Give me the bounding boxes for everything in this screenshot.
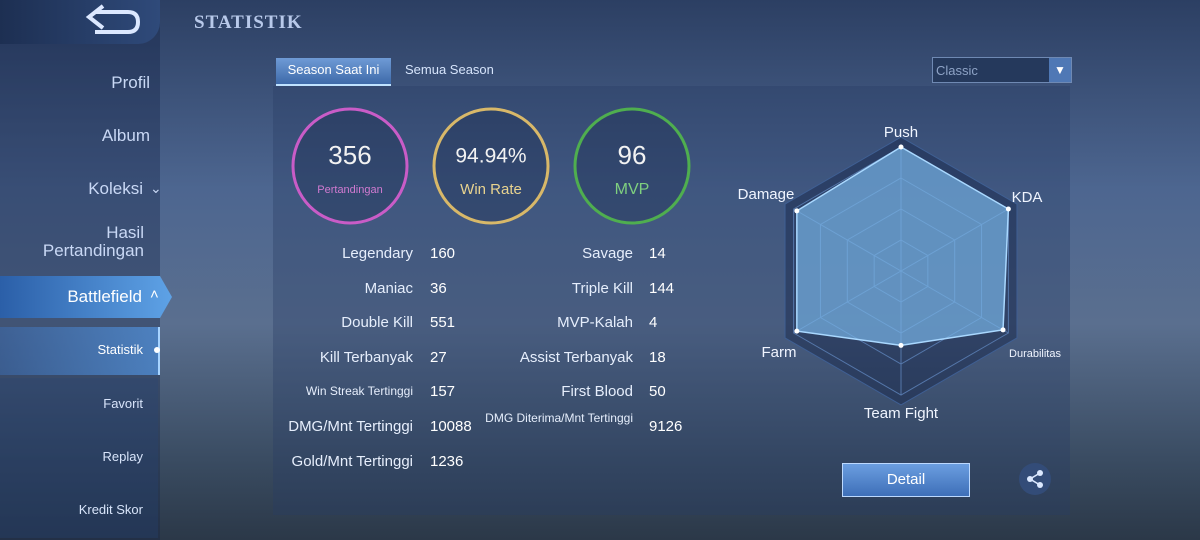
stat-label: Maniac [364,279,413,297]
dropdown-value: Classic [936,63,978,78]
menu-item[interactable]: Profil [111,73,150,92]
stat-label: Kill Terbanyak [319,348,413,366]
back-icon [85,4,141,34]
active-subitem[interactable] [0,327,160,375]
stat-label: DMG Diterima/Mnt Tertinggi [485,411,633,425]
menu-item[interactable]: Hasil Pertandingan [0,224,144,260]
stat-value: 551 [430,314,456,332]
radar-vertex [898,144,904,150]
radar-vertex [1005,206,1011,212]
share-button[interactable] [1019,463,1051,495]
stat-label: Savage [582,245,633,262]
summary-label: Pertandingan [317,184,382,196]
summary-ring [573,107,691,225]
submenu-bg [0,378,158,538]
stat-label: Gold/Mnt Tertinggi [291,452,413,470]
summary-label: MVP [615,181,650,198]
stat-value: 1236 [430,452,464,470]
submenu-item[interactable]: Kredit Skor [78,502,143,517]
stat-value: 10088 [430,418,472,435]
dropdown-arrow: ▼ [1049,58,1071,82]
radar-vertex [794,208,800,214]
summary-value: 356 [328,140,371,170]
radar-label: KDA [1012,189,1043,206]
submenu-item[interactable]: Statistik [97,342,143,357]
stat-label: Win Streak Tertinggi [305,384,413,399]
stat-label: MVP-Kalah [557,314,633,332]
stat-value: 160 [430,245,456,262]
radar-label: Team Fight [864,405,939,422]
radar-vertex [1000,327,1006,333]
summary-ring [291,107,409,225]
submenu-item[interactable]: Replay [102,449,143,464]
active-menu[interactable] [0,276,172,318]
stat-label: Triple Kill [571,279,633,297]
radar-label: Farm [762,344,797,361]
dot [154,347,160,353]
stat-value: 36 [430,279,447,297]
stat-label: Assist Terbanyak [519,348,633,366]
radar-label: Push [884,124,918,141]
submenu-item[interactable]: Favorit [103,396,143,411]
stat-value: 18 [649,348,666,366]
radar-label: Damage [738,186,795,203]
summary-label: Win Rate [460,181,522,198]
chevron: ˄ [150,286,159,303]
menu-label: Hasil Pertandingan [42,223,144,260]
summary-ring [432,107,550,225]
stat-label: Double Kill [341,314,413,332]
stat-value: 144 [649,279,675,297]
radar-label: Durabilitas [1009,348,1061,360]
tab-active[interactable]: Season Saat Ini [276,58,391,86]
menu-item[interactable]: Album [101,126,150,145]
stat-value: 4 [649,314,658,332]
stat-label: Legendary [342,245,413,262]
chevron: ⌄ [150,180,162,196]
detail-button[interactable]: Detail [842,463,970,497]
stat-value: 50 [649,383,666,401]
menu-item[interactable]: Koleksi [88,179,143,198]
radar-vertex [898,342,904,348]
tab[interactable]: Semua Season [405,62,494,77]
summary-value: 96 [618,140,647,170]
stat-label: First Blood [561,383,633,401]
stat-value: 157 [430,383,456,401]
menu-item[interactable]: Battlefield [67,287,142,306]
radar-vertex [794,328,800,334]
sidebar [0,0,160,540]
page-title: STATISTIK [194,12,303,33]
stat-value: 27 [430,348,447,366]
stat-label: DMG/Mnt Tertinggi [288,418,413,435]
stat-value: 14 [649,245,666,262]
summary-value: 94.94% [455,145,526,168]
radar-area [796,146,1010,347]
stat-value: 9126 [649,418,683,435]
share-icon [1027,470,1043,488]
mode-dropdown[interactable]: Classic ▼ [932,57,1072,83]
back-button[interactable] [0,0,160,44]
